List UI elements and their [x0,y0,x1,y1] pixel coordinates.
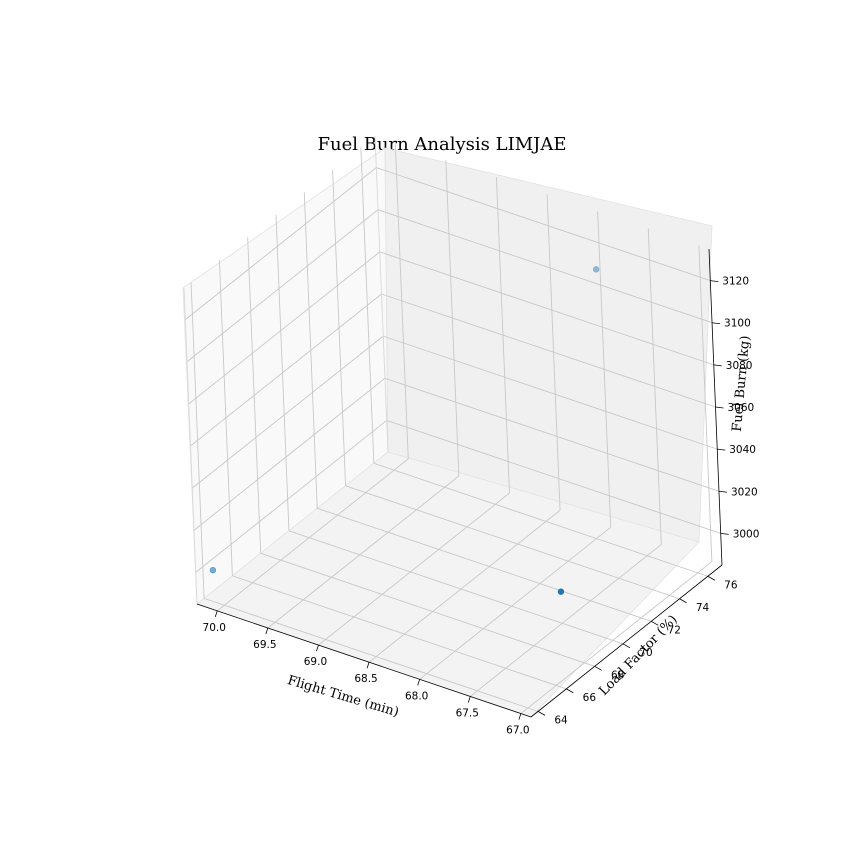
x-tick-label: 69.5 [253,639,276,651]
x-tick-mark [417,679,421,686]
y-tick-label: 66 [583,692,597,704]
z-axis-line [708,248,723,566]
y-grid-floor [232,575,567,690]
z-grid-back [377,209,713,324]
y-tick-mark [679,598,687,604]
z-grid-left [186,209,379,363]
z-grid-back [384,377,720,492]
z-grid-back [381,293,716,408]
x-tick-mark [214,610,218,617]
x-axis-line [196,603,532,718]
z-tick-label: 3040 [729,444,756,456]
y-tick-label: 68 [611,669,624,681]
z-tick-label: 3000 [733,528,760,540]
x-tick-label: 68.5 [354,673,377,685]
x-tick-label: 68.0 [405,690,428,702]
x-tick-mark [265,627,269,635]
z-grid-back [379,251,714,366]
z-tick-mark [711,322,721,325]
left-pane-edge [183,287,198,605]
z-tick-label: 3020 [731,486,758,498]
y-tick-mark [537,711,546,716]
y-tick-label: 76 [724,579,738,591]
y-grid-floor [317,507,652,622]
data-point-1 [209,566,217,574]
x-tick-label: 70.0 [203,622,226,634]
x-tick-mark [467,696,471,703]
z-tick-mark [713,364,722,367]
back-corner-edge [374,135,389,453]
x-grid-floor [419,526,611,680]
x-grid-floor [267,475,460,629]
y-grid-floor [260,552,595,667]
x-grid-floor [318,492,510,646]
z-grid-left [195,420,387,573]
y-tick-mark [651,620,659,626]
x-grid-floor [216,458,409,612]
y-tick-mark [566,688,574,694]
z-grid-left [185,167,377,320]
data-point-2 [557,588,565,595]
z-tick-label: 3080 [726,360,753,372]
y-tick-mark [622,643,631,649]
x-tick-mark [366,662,370,669]
y-grid-floor [203,597,539,712]
z-tick-mark [720,533,729,535]
z-grid-back [386,419,721,534]
x-grid-floor [368,509,561,663]
z-tick-label: 3120 [722,276,749,288]
z-tick-mark [717,448,726,451]
x-tick-label: 67.0 [506,725,529,737]
grid-lines [185,142,721,714]
data-point-3 [592,266,600,273]
z-grid-back [376,167,711,282]
z-tick-label: 3060 [728,402,755,414]
y-grid-floor [288,530,624,645]
z-tick-mark [718,490,728,493]
x-grid-floor [520,561,713,714]
chart-title: Fuel Burn Analysis LIMJAE [317,134,566,155]
y-tick-mark [594,665,602,671]
x-tick-mark [518,713,522,720]
z-grid-left [191,335,384,489]
z-tick-mark [715,406,724,409]
tick-labels: 70.0 69.5 69.0 68.5 68.0 67.5 67.0 64 66 68 70 72 74… [203,276,760,737]
y-grid-floor [345,485,680,600]
z-axis-label: Fuel Burn (kg) [730,335,753,432]
y-tick-label: 70 [639,647,652,659]
x-tick-mark [316,644,319,652]
z-tick-mark [710,280,719,282]
y-grid-floor [373,462,708,577]
data-points [209,266,600,595]
y-tick-label: 74 [696,602,710,614]
z-grid-back [383,335,718,450]
x-grid-floor [469,544,662,697]
x-tick-label: 67.5 [456,707,479,719]
y-tick-mark [707,575,716,581]
z-grid-left [193,377,386,531]
x-axis-label: Flight Time (min) [286,673,401,720]
z-grid-left [188,251,381,405]
y-tick-label: 64 [554,714,568,726]
axes [183,135,729,720]
z-tick-label: 3100 [724,318,751,330]
z-grid-left [190,293,382,447]
y-tick-label: 72 [668,624,681,636]
y-axis-line [530,564,723,718]
x-tick-label: 69.0 [304,656,327,668]
